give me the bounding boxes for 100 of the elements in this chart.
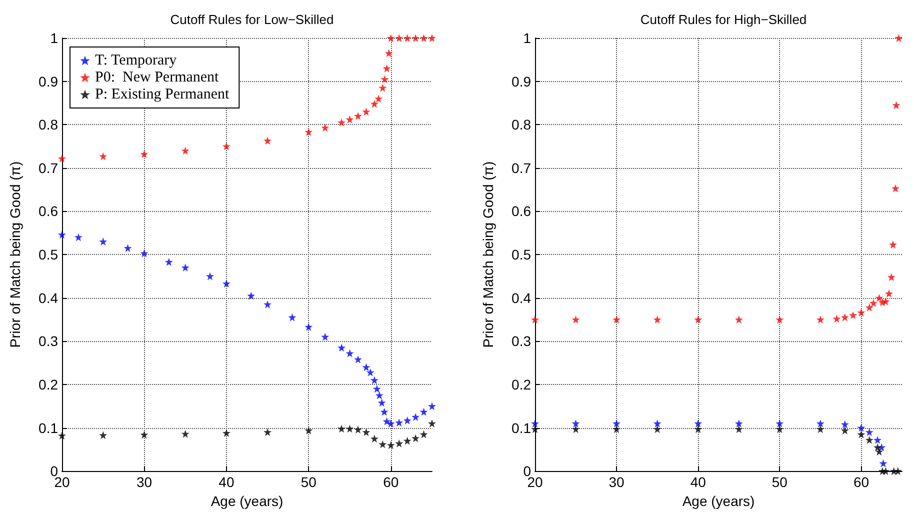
point — [338, 424, 346, 433]
point — [428, 402, 436, 410]
point — [694, 419, 702, 428]
point — [612, 425, 621, 434]
legend-label: P: Existing Permanent — [95, 86, 230, 102]
point — [366, 368, 374, 376]
point — [879, 459, 888, 468]
x-tick-label: 40 — [218, 474, 234, 490]
point — [370, 376, 378, 384]
y-tick-label: 0.3 — [512, 333, 532, 350]
point — [734, 425, 743, 434]
point — [420, 34, 428, 42]
point — [264, 136, 272, 145]
point — [428, 34, 436, 42]
point — [264, 300, 272, 308]
y-tick-label: 1 — [523, 30, 532, 46]
point — [412, 34, 420, 42]
point — [338, 344, 346, 352]
y-tick-label: 0.8 — [512, 116, 532, 133]
point — [362, 363, 370, 372]
point — [572, 419, 580, 428]
point — [840, 313, 849, 322]
y-tick-label: 0.3 — [38, 333, 58, 350]
point — [222, 280, 230, 288]
point — [428, 419, 436, 428]
point — [362, 428, 370, 436]
point — [378, 440, 387, 448]
point — [816, 316, 824, 324]
x-tick-label: 30 — [136, 474, 152, 490]
point — [362, 108, 370, 116]
point — [370, 434, 378, 443]
point — [403, 34, 412, 42]
point — [694, 425, 702, 434]
x-tick-label: 60 — [383, 474, 399, 490]
y-axis-title: Prior of Match being Good (π) — [7, 161, 23, 348]
y-tick-label: 1 — [50, 30, 58, 46]
y-tick-label: 0.7 — [512, 160, 532, 176]
point — [99, 238, 108, 246]
point — [776, 419, 784, 428]
point — [653, 425, 662, 434]
point — [321, 124, 330, 132]
legend-label: P0: New Permanent — [95, 70, 220, 86]
point — [386, 419, 395, 428]
point — [58, 432, 66, 440]
point — [420, 430, 428, 438]
point — [572, 425, 580, 434]
point — [395, 34, 404, 42]
point — [395, 439, 404, 448]
point — [58, 154, 66, 162]
x-tick-label: 50 — [300, 474, 317, 490]
point — [882, 297, 890, 306]
y-tick-label: 0.8 — [38, 116, 58, 133]
point — [140, 150, 148, 158]
y-tick-label: 0.6 — [512, 203, 532, 220]
point — [247, 292, 256, 300]
x-tick-label: 40 — [690, 474, 706, 490]
y-tick-label: 0.5 — [512, 246, 532, 263]
point — [849, 311, 858, 320]
y-tick-label: 0.4 — [38, 290, 58, 306]
point — [612, 419, 621, 428]
point — [865, 303, 874, 312]
point — [378, 84, 387, 92]
y-tick-label: 0.9 — [38, 73, 58, 90]
point — [572, 316, 580, 324]
y-axis-title: Prior of Match being Good (π) — [480, 161, 496, 348]
point — [420, 408, 428, 416]
x-axis-title: Age (years) — [210, 493, 284, 509]
x-axis-title: Age (years) — [682, 493, 755, 509]
point — [346, 115, 354, 124]
y-tick-label: 0.1 — [512, 420, 532, 436]
point — [181, 430, 190, 438]
legend-label: T: Temporary — [95, 52, 178, 68]
point — [370, 100, 378, 108]
y-tick-label: 0.1 — [38, 420, 58, 436]
point — [304, 128, 313, 136]
point — [776, 316, 784, 324]
point — [375, 391, 384, 400]
point — [288, 313, 296, 322]
point — [99, 152, 108, 160]
y-tick-label: 0.4 — [512, 290, 532, 306]
point — [304, 426, 313, 434]
point — [875, 448, 884, 456]
point — [372, 384, 381, 393]
point — [403, 436, 412, 445]
point — [694, 316, 702, 324]
point — [304, 322, 313, 331]
point — [140, 249, 148, 258]
point — [816, 419, 824, 428]
y-tick-label: 0.2 — [512, 376, 532, 392]
point — [531, 316, 539, 324]
point — [386, 34, 395, 42]
point — [181, 146, 190, 155]
point — [354, 355, 362, 364]
point — [734, 419, 743, 428]
point — [887, 273, 896, 282]
point — [380, 75, 389, 84]
point — [653, 316, 662, 324]
point — [612, 316, 621, 324]
point — [222, 142, 230, 150]
point — [869, 299, 878, 308]
